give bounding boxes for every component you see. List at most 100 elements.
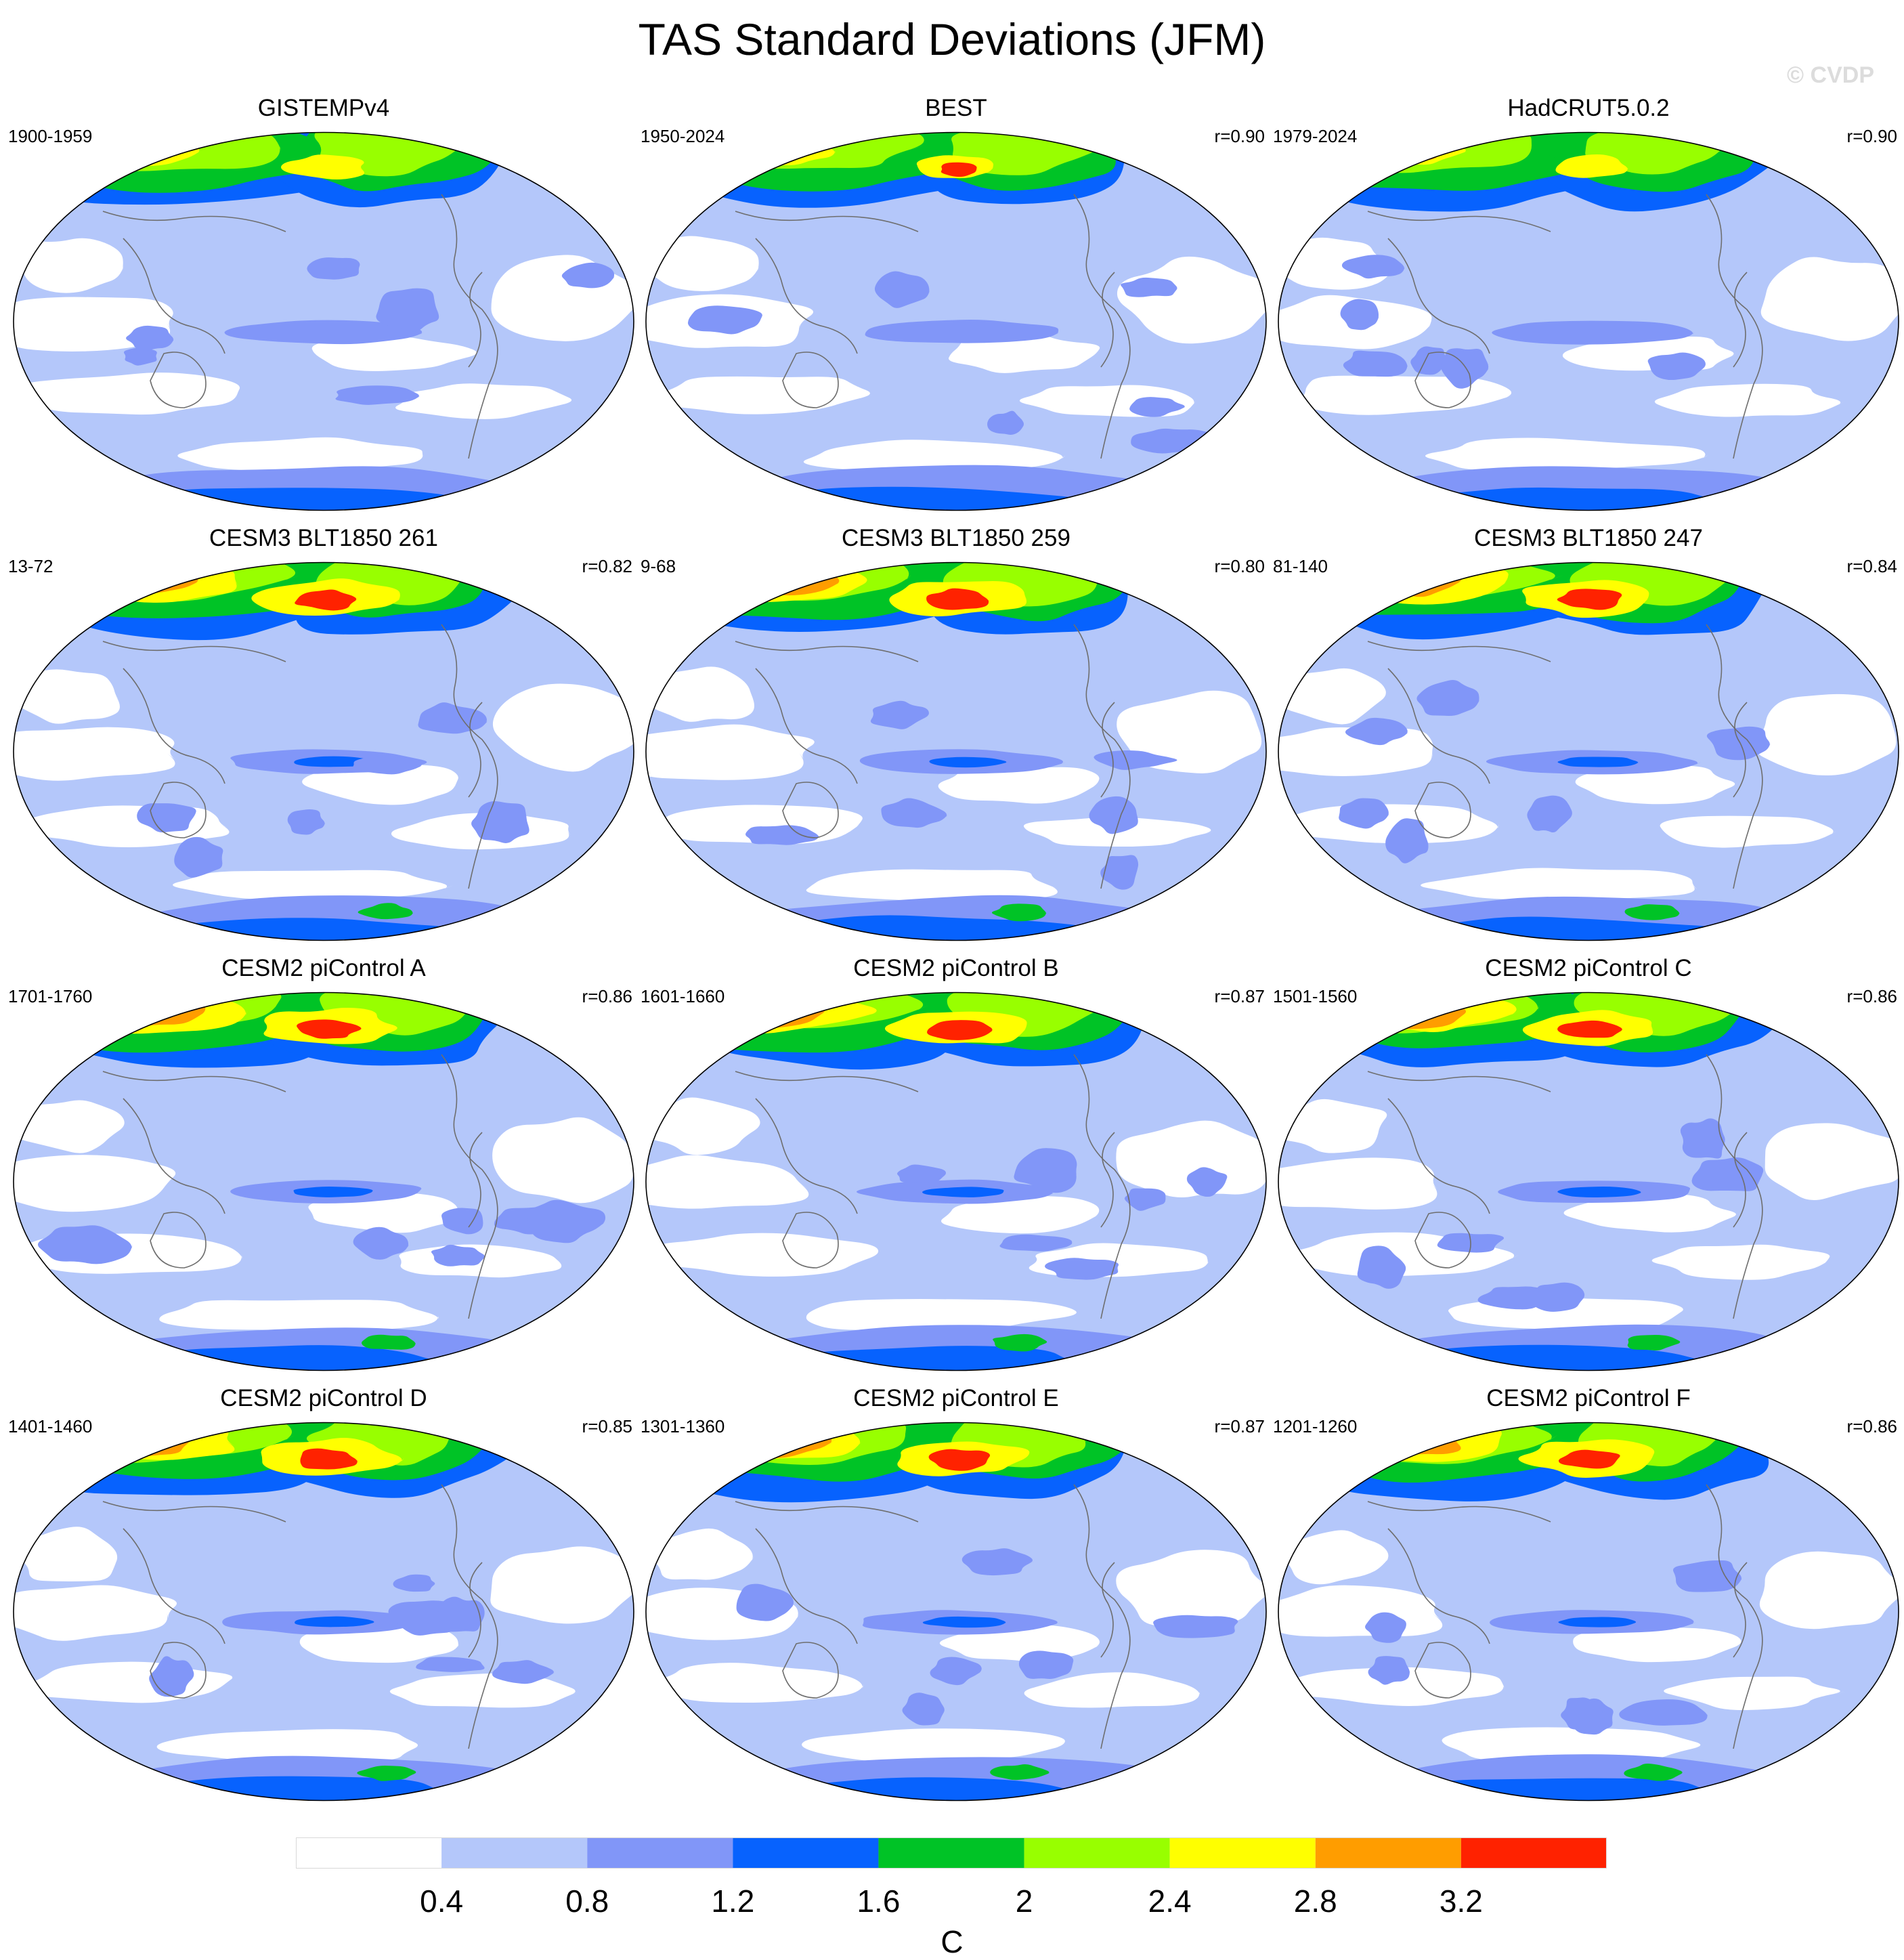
map-border	[13, 131, 634, 511]
coastlines	[1367, 624, 1763, 889]
colorbar-tick-label: 1.2	[711, 1883, 755, 1919]
field-contour	[897, 1164, 947, 1183]
panel-title: CESM3 BLT1850 247	[1474, 525, 1703, 551]
field-contour	[280, 154, 364, 180]
field-contour	[929, 757, 1009, 768]
map-panel: CESM2 piControl F 1201-1260 r=0.86	[1273, 1385, 1904, 1818]
field-contour	[299, 1627, 459, 1663]
map-panel: CESM2 piControl A 1701-1760 r=0.86	[8, 955, 639, 1388]
map-field	[646, 992, 1266, 1371]
field-contour	[949, 335, 1100, 373]
field-contour	[311, 337, 483, 371]
map-field	[646, 1422, 1266, 1801]
field-contour	[295, 589, 358, 611]
field-contour	[740, 998, 805, 1022]
field-contour	[307, 257, 360, 280]
colorbar-swatch	[1169, 1837, 1316, 1869]
field-contour	[745, 825, 819, 845]
field-contour	[1441, 348, 1490, 389]
field-contour	[335, 385, 420, 405]
map-border	[645, 131, 1267, 511]
field-contour	[1760, 257, 1899, 341]
field-contour	[137, 803, 196, 833]
colorbar-swatch	[441, 1837, 588, 1869]
map-svg	[13, 131, 634, 511]
field-contour	[1094, 750, 1182, 770]
map-svg	[1278, 561, 1899, 941]
field-contour	[1388, 916, 1751, 941]
field-contour	[1754, 694, 1897, 775]
field-contour	[1557, 1020, 1624, 1038]
field-contour	[1691, 1157, 1764, 1191]
field-contour	[1121, 277, 1178, 297]
field-contour	[1117, 256, 1266, 344]
field-contour	[991, 903, 1047, 922]
colorbar-unit: C	[940, 1924, 964, 1959]
panel-correlation: r=0.86	[1846, 1416, 1897, 1436]
field-contour	[37, 1225, 133, 1264]
field-contour	[126, 325, 175, 351]
field-contour	[1654, 383, 1846, 417]
panel-period: 1201-1260	[1273, 1416, 1358, 1436]
field-contour	[750, 140, 791, 156]
field-contour	[1370, 998, 1433, 1021]
coastlines	[102, 1054, 498, 1319]
field-contour	[1557, 1187, 1643, 1198]
field-contour	[802, 1728, 1065, 1764]
field-contour	[1278, 668, 1388, 725]
field-contour	[14, 1100, 127, 1153]
field-contour	[297, 1019, 364, 1039]
map-svg	[1278, 992, 1899, 1371]
field-contour	[987, 410, 1024, 435]
field-contour	[999, 1234, 1073, 1252]
field-contour	[492, 683, 634, 772]
main-title: TAS Standard Deviations (JFM)	[638, 14, 1266, 64]
map-border	[645, 1422, 1267, 1802]
field-contour	[803, 440, 1066, 473]
field-contour	[1759, 1551, 1899, 1629]
colorbar-swatch	[878, 1837, 1024, 1869]
map-panel: CESM2 piControl E 1301-1360 r=0.87	[641, 1385, 1272, 1818]
panel-title: CESM2 piControl A	[221, 955, 426, 981]
watermark: © CVDP	[1787, 62, 1874, 88]
map-field	[1278, 132, 1899, 511]
field-contour	[1425, 438, 1709, 471]
field-contour	[1624, 1764, 1685, 1781]
field-contour	[83, 1422, 192, 1458]
panel-correlation: r=0.82	[582, 556, 632, 576]
field-contour	[652, 376, 877, 414]
map-border	[1278, 992, 1899, 1371]
field-contour	[990, 1764, 1052, 1781]
field-contour	[224, 320, 425, 345]
coastlines	[102, 1484, 498, 1749]
field-contour	[687, 305, 762, 335]
field-contour	[1024, 1672, 1200, 1708]
field-contour	[881, 798, 949, 828]
panel-correlation: r=0.90	[1846, 126, 1897, 146]
panel-title: CESM2 piControl D	[220, 1385, 427, 1411]
colorbar-tick-label: 2	[1015, 1883, 1033, 1919]
field-contour	[174, 836, 223, 878]
field-contour	[993, 1334, 1049, 1352]
field-contour	[1367, 1426, 1429, 1453]
map-panel: CESM3 BLT1850 259 9-68 r=0.80	[641, 525, 1272, 958]
field-contour	[1339, 798, 1390, 829]
map-panel: CESM3 BLT1850 261 13-72 r=0.82	[8, 525, 639, 958]
field-contour	[438, 1596, 485, 1632]
field-contour	[902, 1692, 946, 1726]
map-field	[14, 132, 634, 511]
colorbar	[296, 1837, 1607, 1869]
colorbar-swatch	[1024, 1837, 1170, 1869]
field-contour	[739, 1428, 802, 1451]
field-contour	[1352, 1425, 1461, 1457]
field-contour	[1561, 1697, 1604, 1734]
map-field	[1278, 562, 1899, 941]
field-contour	[14, 727, 176, 781]
field-contour	[938, 765, 1100, 804]
map-svg	[13, 992, 634, 1371]
map-border	[1278, 1422, 1899, 1802]
field-contour	[1375, 140, 1439, 161]
panel-period: 1701-1760	[8, 986, 93, 1006]
panel-correlation: r=0.90	[1214, 126, 1265, 146]
field-contour	[1647, 352, 1707, 381]
